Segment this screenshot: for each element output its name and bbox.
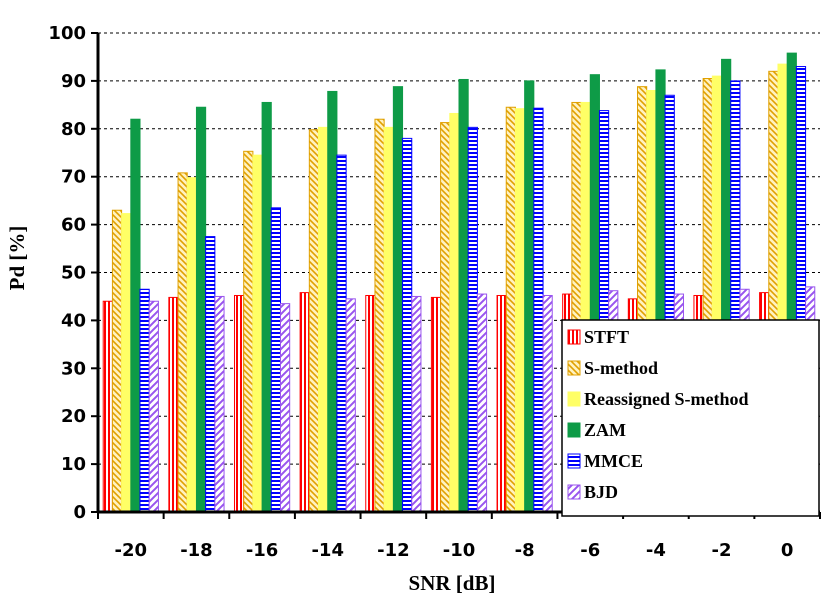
bar-zam--18 [195,106,207,513]
bar-zam--20 [130,118,141,513]
x-tick-label: -2 [712,540,732,561]
bar-mmce--8 [533,107,544,513]
bar-reassigned-s-method--8 [514,108,526,513]
bar-bjd--12 [411,295,422,513]
y-tick-label: 70 [61,167,86,188]
y-tick-label: 20 [61,406,86,427]
bar-bjd--16 [279,303,291,513]
bar-zam--16 [261,101,272,513]
x-tick-label: -4 [646,540,666,561]
bar-zam--10 [458,78,469,513]
y-tick-label: 50 [61,263,86,284]
legend-swatch [567,422,581,438]
bar-stft--10 [430,296,442,513]
bar-s-method--16 [243,150,254,513]
bar-zam--12 [392,86,404,513]
legend-label: S-method [584,358,658,378]
bar-bjd--8 [542,294,553,513]
bar-reassigned-s-method--14 [318,126,329,513]
y-axis-label: Pd [%] [5,226,29,291]
legend-swatch [567,391,581,407]
x-tick-label: 0 [781,540,794,561]
y-tick-labels: 0 10 20 30 40 50 60 70 80 90 100 [48,23,86,523]
x-tick-label: -20 [115,540,148,561]
legend-swatch [567,329,581,345]
bar-bjd--10 [476,293,488,513]
bar-s-method--10 [440,122,451,513]
y-tick-label: 10 [61,454,86,475]
x-tick-label: -12 [377,540,410,561]
y-tick-label: 90 [61,71,86,92]
x-tick-label: -16 [246,540,279,561]
bar-reassigned-s-method--10 [449,112,460,513]
bar-mmce--16 [270,207,281,513]
y-tick-label: 40 [61,310,86,331]
legend-label: MMCE [584,451,643,471]
x-axis-label: SNR [dB] [409,571,496,595]
legend-label: ZAM [584,420,626,440]
bar-reassigned-s-method--12 [383,126,394,513]
legend-swatch [567,484,581,500]
bar-stft--16 [233,294,245,513]
bar-mmce--18 [205,236,216,513]
bar-stft--18 [168,296,179,513]
bar-bjd--18 [214,295,225,513]
bar-stft--12 [365,294,376,513]
y-tick-label: 80 [61,119,86,140]
y-tick-label: 0 [73,502,86,523]
bar-stft--20 [102,300,113,513]
x-tick-label: -6 [580,540,600,561]
x-tick-label: -18 [180,540,213,561]
legend-swatch [567,453,581,469]
bar-stft--14 [299,292,310,513]
bar-reassigned-s-method--18 [186,177,197,513]
bar-s-method--18 [177,172,188,513]
bar-s-method--20 [111,209,123,513]
y-tick-label: 100 [48,23,86,44]
legend-label: Reassigned S-method [584,389,749,409]
x-tick-label: -14 [311,540,344,561]
bar-mmce--10 [467,126,478,513]
bar-zam--8 [524,80,535,513]
bar-mmce--14 [336,154,347,513]
bar-reassigned-s-method--16 [252,154,263,513]
legend-label: STFT [584,327,629,347]
bar-stft--8 [496,294,507,513]
x-tick-label: -10 [443,540,476,561]
x-tick-label: -8 [515,540,535,561]
bar-reassigned-s-method--20 [121,213,132,513]
bar-zam--14 [327,90,338,513]
y-tick-label: 30 [61,358,86,379]
legend-box [561,319,820,517]
legend-label: BJD [584,482,618,502]
bar-bjd--14 [345,298,356,513]
bar-s-method--12 [374,118,385,513]
y-tick-label: 60 [61,215,86,236]
bar-s-method--14 [308,129,320,513]
x-tick-labels: -20 -18 -16 -14 -12 -10 -8 -6 -4 -2 0 [115,540,794,561]
bar-mmce--20 [139,288,150,513]
bar-bjd--20 [148,300,159,513]
legend-swatch [567,360,581,376]
bar-mmce--12 [402,137,413,513]
legend: STFT S-method Reassigned S-method ZAM MMCE BJ… [561,319,820,517]
bar-s-method--8 [505,106,516,513]
